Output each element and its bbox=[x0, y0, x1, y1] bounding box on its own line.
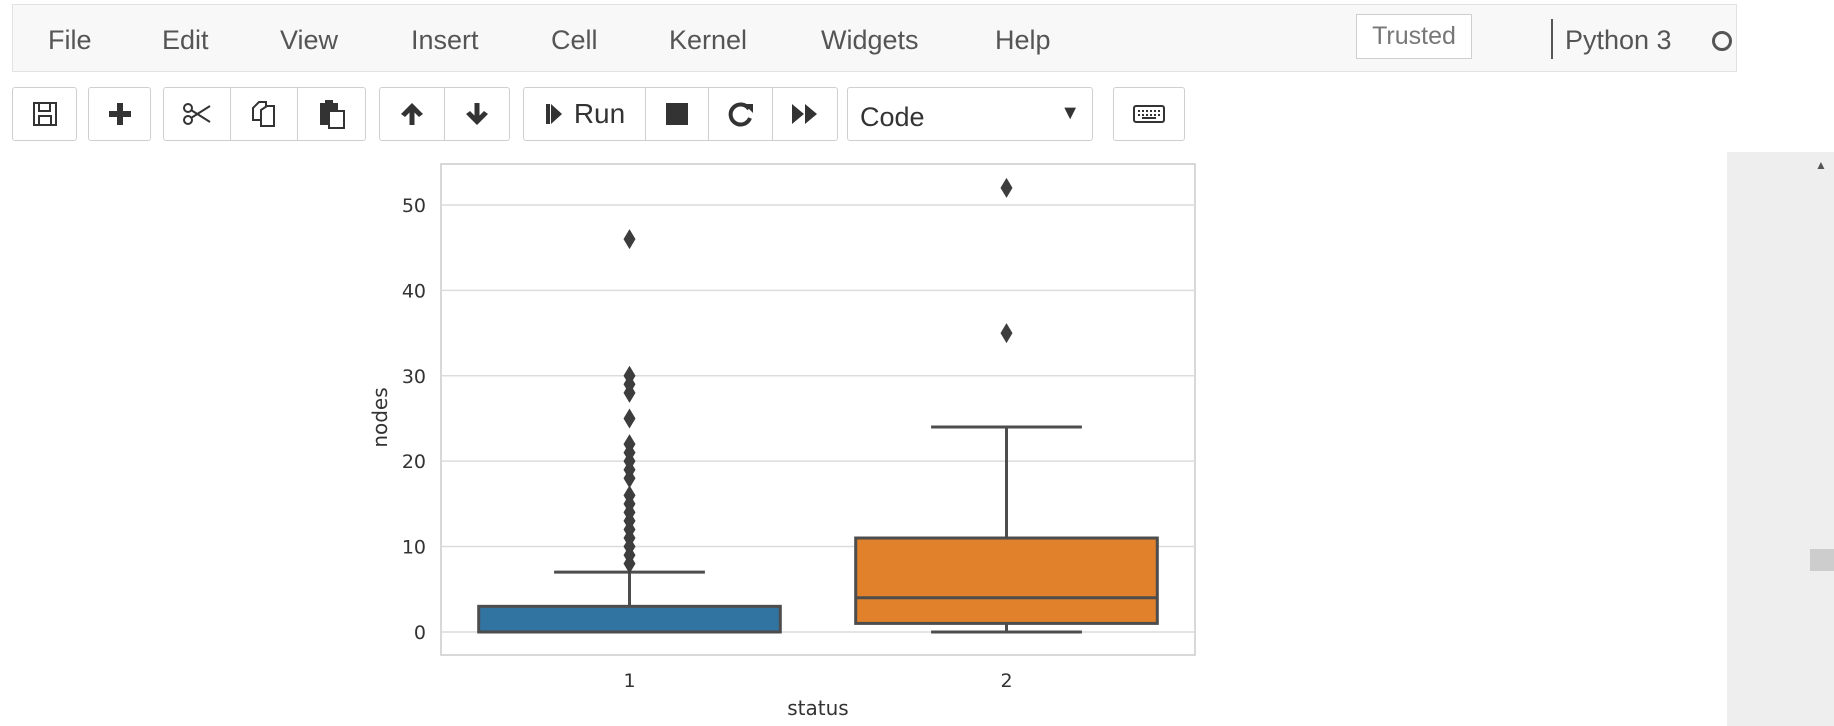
menu-edit[interactable]: Edit bbox=[162, 25, 209, 55]
outlier-point bbox=[623, 365, 636, 386]
outlier-point bbox=[623, 485, 636, 506]
outlier-point bbox=[1000, 323, 1013, 344]
paste-button[interactable] bbox=[297, 87, 366, 141]
kernel-idle-icon bbox=[1712, 31, 1732, 51]
boxplot-chart: 0 10 20 30 40 50 1 2 status nodes bbox=[368, 163, 1196, 720]
menu-insert[interactable]: Insert bbox=[411, 25, 479, 55]
stop-icon bbox=[666, 103, 688, 125]
arrow-up-icon bbox=[401, 103, 423, 125]
paste-icon bbox=[319, 100, 345, 129]
toolbar: Run Code ▼ bbox=[0, 72, 1834, 152]
cell-type-value: Code bbox=[860, 102, 925, 132]
y-tick-label: 0 bbox=[414, 622, 426, 644]
cell-type-select[interactable]: Code ▼ bbox=[847, 87, 1093, 141]
x-axis-label: status bbox=[787, 696, 848, 720]
outlier-point bbox=[623, 229, 636, 250]
outlier-point bbox=[1000, 177, 1013, 198]
menu-cell[interactable]: Cell bbox=[551, 25, 598, 55]
y-tick-label: 30 bbox=[402, 366, 426, 388]
move-down-button[interactable] bbox=[444, 87, 510, 141]
restart-icon bbox=[728, 102, 753, 127]
restart-run-all-button[interactable] bbox=[772, 87, 838, 141]
command-palette-button[interactable] bbox=[1113, 87, 1185, 141]
plus-icon bbox=[108, 103, 131, 125]
run-button[interactable]: Run bbox=[523, 87, 646, 141]
y-axis-label: nodes bbox=[368, 387, 392, 447]
arrow-down-icon bbox=[466, 103, 488, 125]
menu-view[interactable]: View bbox=[280, 25, 339, 55]
box-2 bbox=[854, 536, 1159, 625]
step-forward-icon bbox=[545, 104, 562, 124]
copy-icon bbox=[252, 101, 275, 127]
kernel-name[interactable]: Python 3 bbox=[1565, 25, 1672, 55]
interrupt-button[interactable] bbox=[645, 87, 709, 141]
scroll-up-arrow-icon[interactable]: ▲ bbox=[1815, 158, 1827, 172]
trusted-indicator[interactable]: Trusted bbox=[1356, 14, 1472, 59]
outlier-point bbox=[623, 434, 636, 455]
menu-bar: File Edit View Insert Cell Kernel Widget… bbox=[12, 4, 1737, 72]
fast-forward-icon bbox=[792, 104, 817, 124]
menu-widgets[interactable]: Widgets bbox=[821, 25, 919, 55]
caret-down-icon: ▼ bbox=[1060, 102, 1080, 124]
run-label: Run bbox=[573, 98, 626, 129]
box-1 bbox=[477, 604, 782, 634]
save-button[interactable] bbox=[12, 87, 77, 141]
y-tick-label: 20 bbox=[402, 451, 426, 473]
scrollbar-track[interactable] bbox=[1727, 152, 1834, 726]
keyboard-icon bbox=[1133, 105, 1165, 123]
menu-help[interactable]: Help bbox=[995, 25, 1051, 55]
insert-cell-button[interactable] bbox=[88, 87, 151, 141]
scissors-icon bbox=[183, 103, 211, 125]
y-tick-label: 50 bbox=[402, 195, 426, 217]
x-tick-label: 2 bbox=[1000, 670, 1012, 692]
floppy-disk-icon bbox=[32, 102, 57, 126]
menu-file[interactable]: File bbox=[48, 25, 92, 55]
x-tick-label: 1 bbox=[623, 670, 635, 692]
menu-kernel[interactable]: Kernel bbox=[669, 25, 748, 55]
move-up-button[interactable] bbox=[379, 87, 445, 141]
y-tick-label: 40 bbox=[402, 280, 426, 302]
outlier-point bbox=[623, 408, 636, 429]
kernel-divider bbox=[1551, 19, 1553, 59]
copy-button[interactable] bbox=[230, 87, 298, 141]
y-tick-label: 10 bbox=[402, 537, 426, 559]
scrollbar-thumb[interactable] bbox=[1810, 549, 1834, 571]
